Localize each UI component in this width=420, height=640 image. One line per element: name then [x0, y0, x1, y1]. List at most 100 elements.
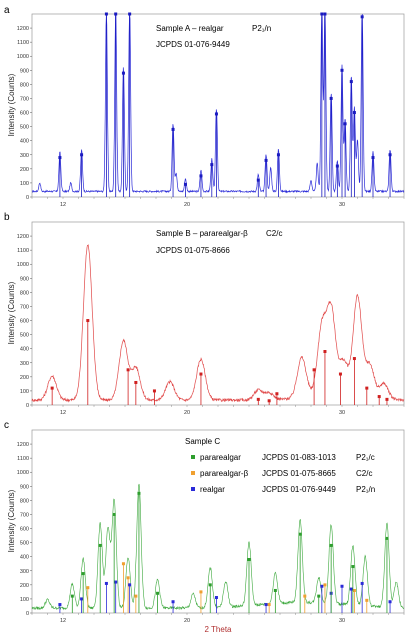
realgar-ref-marker-point [349, 80, 353, 84]
pararealgar-beta-ref-marker-point [365, 598, 369, 602]
pararealgar-ref-marker-point [208, 583, 212, 587]
pararealgar-ref-marker-point [137, 491, 141, 495]
legend-swatch-pararealgar-beta [191, 471, 195, 475]
x-tick-label: 20 [184, 202, 190, 208]
y-tick-label: 1000 [17, 262, 29, 268]
pararealgar-ref-marker-point [273, 588, 277, 592]
y-tick-label: 0 [26, 611, 29, 617]
pararealgar-beta-ref-marker-point [352, 357, 356, 361]
panel-c-plot-frame [31, 429, 405, 614]
panel-c-legend: pararealgar JCPDS 01-083-1013 P2₁/c para… [191, 453, 375, 494]
realgar-ref-marker-point [104, 12, 108, 16]
pararealgar-beta-ref-marker-point [152, 389, 156, 393]
panel-c-letter: c [4, 420, 9, 431]
panel-a-series-line [32, 13, 405, 194]
pararealgar-beta-ref-marker-point [126, 576, 130, 580]
realgar-ref-marker-point [80, 153, 84, 157]
realgar-ref-marker-point [349, 587, 353, 591]
y-tick-label: 900 [20, 68, 29, 74]
realgar-ref-marker-point [388, 600, 392, 604]
pararealgar-ref-marker-point [247, 558, 251, 562]
x-axis-label: 2 Theta [205, 625, 233, 634]
realgar-ref-marker-point [214, 112, 218, 116]
pararealgar-ref-marker-point [156, 591, 160, 595]
realgar-ref-marker-point [128, 12, 132, 16]
x-tick-label: 12 [60, 410, 66, 416]
realgar-ref-marker-point [121, 71, 125, 75]
realgar-ref-marker-point [360, 15, 364, 19]
x-tick-label: 20 [184, 410, 190, 416]
pararealgar-beta-ref-marker-point [365, 386, 369, 390]
x-tick-label: 12 [60, 202, 66, 208]
panel-a: a 0 100 200 300 400 500 600 700 800 900 1000 1100 12… [4, 5, 405, 208]
panel-a-sample-label: Sample A – realgar [156, 24, 224, 33]
legend-group-pararealgar: P2₁/c [356, 453, 375, 462]
y-tick-label: 900 [20, 276, 29, 282]
y-tick-label: 400 [20, 555, 29, 561]
y-tick-label: 1000 [17, 54, 29, 60]
pararealgar-beta-ref-marker-point [86, 319, 90, 323]
panel-b-y-axis-label: Intensity (Counts) [7, 281, 16, 344]
panel-c-reference-markers [58, 491, 392, 613]
panel-b-reference-markers [50, 319, 389, 405]
pararealgar-ref-marker-point [317, 594, 321, 598]
y-tick-label: 1100 [17, 248, 29, 254]
y-tick-label: 600 [20, 111, 29, 117]
panel-b-y-ticks: 0 100 200 300 400 500 600 700 800 900 1000 1100 1200 [17, 234, 32, 409]
realgar-ref-marker-point [128, 583, 132, 587]
panel-b-jcpds-ref: JCPDS 01-075-8666 [156, 246, 230, 255]
y-tick-label: 1200 [17, 442, 29, 448]
realgar-ref-marker-point [264, 603, 268, 607]
y-tick-label: 900 [20, 484, 29, 490]
pararealgar-beta-ref-marker-point [303, 594, 307, 598]
y-tick-label: 1200 [17, 26, 29, 32]
x-tick-label: 12 [60, 618, 66, 624]
y-tick-label: 300 [20, 569, 29, 575]
legend-item-pararealgar-beta: pararealgar-β JCPDS 01-075-8665 C2/c [191, 469, 372, 478]
panel-a-y-ticks: 0 100 200 300 400 500 600 700 800 900 1000 1100 1200 [17, 26, 32, 201]
x-tick-label: 20 [184, 618, 190, 624]
realgar-ref-marker-point [264, 158, 268, 162]
panel-b-space-group: C2/c [266, 229, 282, 238]
y-tick-label: 0 [26, 403, 29, 409]
x-tick-label: 30 [339, 202, 345, 208]
y-tick-label: 600 [20, 527, 29, 533]
y-tick-label: 700 [20, 512, 29, 518]
pararealgar-ref-marker-point [385, 536, 389, 540]
pararealgar-ref-marker-point [298, 532, 302, 536]
realgar-ref-marker-point [371, 156, 375, 160]
panel-a-y-axis-label: Intensity (Counts) [7, 73, 16, 136]
realgar-ref-marker-point [360, 581, 364, 585]
realgar-ref-marker-point [58, 156, 62, 160]
legend-group-realgar: P2₁/n [356, 485, 375, 494]
pararealgar-beta-ref-marker-point [352, 588, 356, 592]
realgar-ref-marker-point [340, 68, 344, 72]
legend-swatch-realgar [191, 487, 195, 491]
pararealgar-beta-ref-marker-point [385, 397, 389, 401]
realgar-ref-marker-point [320, 584, 324, 588]
panel-a-x-ticks: 12 20 30 [31, 197, 405, 208]
panel-a-space-group: P2₁/n [252, 24, 271, 33]
pararealgar-beta-ref-marker-point [134, 594, 138, 598]
y-tick-label: 800 [20, 82, 29, 88]
realgar-ref-marker-point [171, 127, 175, 131]
pararealgar-ref-marker-point [98, 543, 102, 547]
legend-swatch-pararealgar [191, 455, 195, 459]
legend-item-pararealgar: pararealgar JCPDS 01-083-1013 P2₁/c [191, 453, 375, 462]
realgar-ref-marker-point [199, 174, 203, 178]
pararealgar-beta-ref-marker-point [199, 372, 203, 376]
pararealgar-beta-ref-marker-point [199, 590, 203, 594]
realgar-ref-marker-point [329, 96, 333, 100]
y-tick-label: 800 [20, 290, 29, 296]
panel-b-plot-frame [31, 221, 405, 406]
y-tick-label: 100 [20, 597, 29, 603]
realgar-ref-marker-point [171, 600, 175, 604]
legend-ref-pararealgar-beta: JCPDS 01-075-8665 [262, 469, 336, 478]
pararealgar-beta-ref-marker-point [256, 397, 260, 401]
y-tick-label: 1100 [17, 456, 29, 462]
pararealgar-beta-ref-marker-point [86, 586, 90, 590]
legend-item-realgar: realgar JCPDS 01-076-9449 P2₁/n [191, 485, 375, 494]
realgar-ref-marker-point [80, 597, 84, 601]
pararealgar-ref-marker-point [329, 543, 333, 547]
legend-ref-pararealgar: JCPDS 01-083-1013 [262, 453, 336, 462]
